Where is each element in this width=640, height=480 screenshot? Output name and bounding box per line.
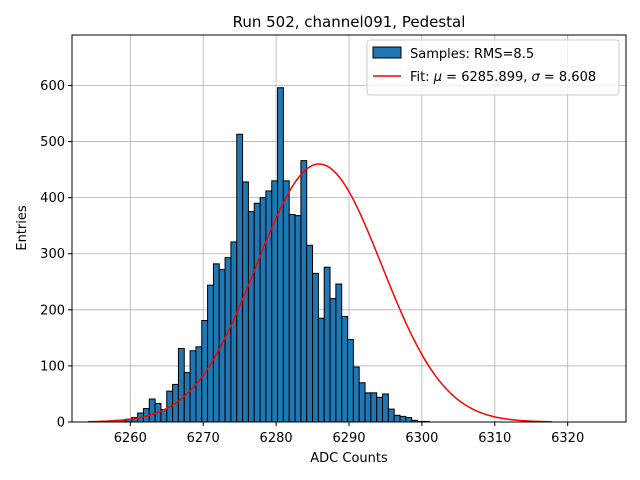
legend-mu-value: = 6285.899, (442, 70, 531, 85)
histogram-bar (247, 211, 255, 423)
histogram-bar (148, 398, 156, 423)
histogram-bar (177, 348, 185, 423)
y-tick-label: 500 (40, 135, 65, 150)
y-tick-label: 400 (40, 191, 65, 206)
legend-fit-prefix: Fit: (410, 70, 434, 85)
y-tick-label: 200 (40, 303, 65, 318)
y-axis-label: Entries (15, 205, 30, 251)
histogram-bar (317, 317, 325, 423)
histogram-bar (242, 181, 249, 423)
histogram-bar (393, 414, 401, 423)
histogram-bar (364, 392, 372, 423)
chart-title: Run 502, channel091, Pedestal (233, 13, 466, 31)
histogram-bar (399, 415, 407, 423)
histogram-bar (212, 263, 220, 423)
legend: Samples: RMS=8.5 Fit: μ = 6285.899, σ = … (366, 39, 620, 96)
legend-mu-symbol: μ (433, 70, 442, 85)
y-tick-label: 600 (40, 79, 65, 94)
x-axis-ticks: 6260 6270 6280 6290 6300 6310 6320 (114, 422, 584, 446)
x-tick-label: 6270 (187, 431, 220, 446)
histogram-bar (253, 202, 261, 423)
histogram-bar (282, 180, 290, 423)
histogram-bar (370, 392, 378, 423)
histogram-bar (387, 408, 395, 423)
x-tick-label: 6280 (260, 431, 293, 446)
histogram-bar (376, 396, 384, 423)
legend-sigma-value: = 8.608 (540, 70, 596, 85)
gaussian-fit-curve (88, 163, 552, 423)
histogram-bar (312, 272, 319, 423)
histogram-bar (306, 244, 314, 423)
histogram-bar (288, 213, 296, 423)
x-axis-label: ADC Counts (310, 451, 388, 466)
x-tick-label: 6290 (332, 431, 365, 446)
legend-fit-label: Fit: μ = 6285.899, σ = 8.608 (410, 70, 596, 85)
histogram-bar (329, 298, 337, 423)
histogram-bar (265, 190, 273, 423)
histogram-bar (277, 87, 284, 423)
x-tick-label: 6320 (551, 431, 584, 446)
histogram-bar (230, 241, 238, 423)
histogram-bar (382, 393, 389, 423)
legend-histogram-label: Samples: RMS=8.5 (410, 47, 534, 62)
legend-box (366, 39, 620, 96)
histogram-bar (341, 316, 349, 423)
histogram-bar (218, 268, 226, 423)
x-tick-label: 6300 (405, 431, 438, 446)
histogram-bar (405, 417, 413, 423)
y-axis-ticks: 0 100 200 300 400 500 600 (40, 79, 72, 431)
y-tick-label: 100 (40, 359, 65, 374)
histogram-bar (358, 382, 366, 423)
x-tick-label: 6260 (114, 431, 147, 446)
histogram-bar (323, 266, 331, 423)
histogram-bar (183, 372, 191, 423)
histogram-bar (224, 257, 232, 423)
histogram-bar (259, 197, 267, 423)
y-tick-label: 300 (40, 247, 65, 262)
histogram-bar (294, 215, 302, 423)
legend-sigma-symbol: σ (532, 70, 541, 85)
x-tick-label: 6310 (478, 431, 511, 446)
histogram-bar (347, 339, 354, 423)
histogram-bar (207, 284, 214, 423)
legend-histogram-swatch (372, 46, 402, 59)
histogram-bar (300, 160, 308, 423)
histogram-bar (335, 283, 343, 423)
histogram-bar (352, 366, 360, 423)
histogram-bar (236, 133, 244, 423)
y-tick-label: 0 (57, 416, 65, 431)
